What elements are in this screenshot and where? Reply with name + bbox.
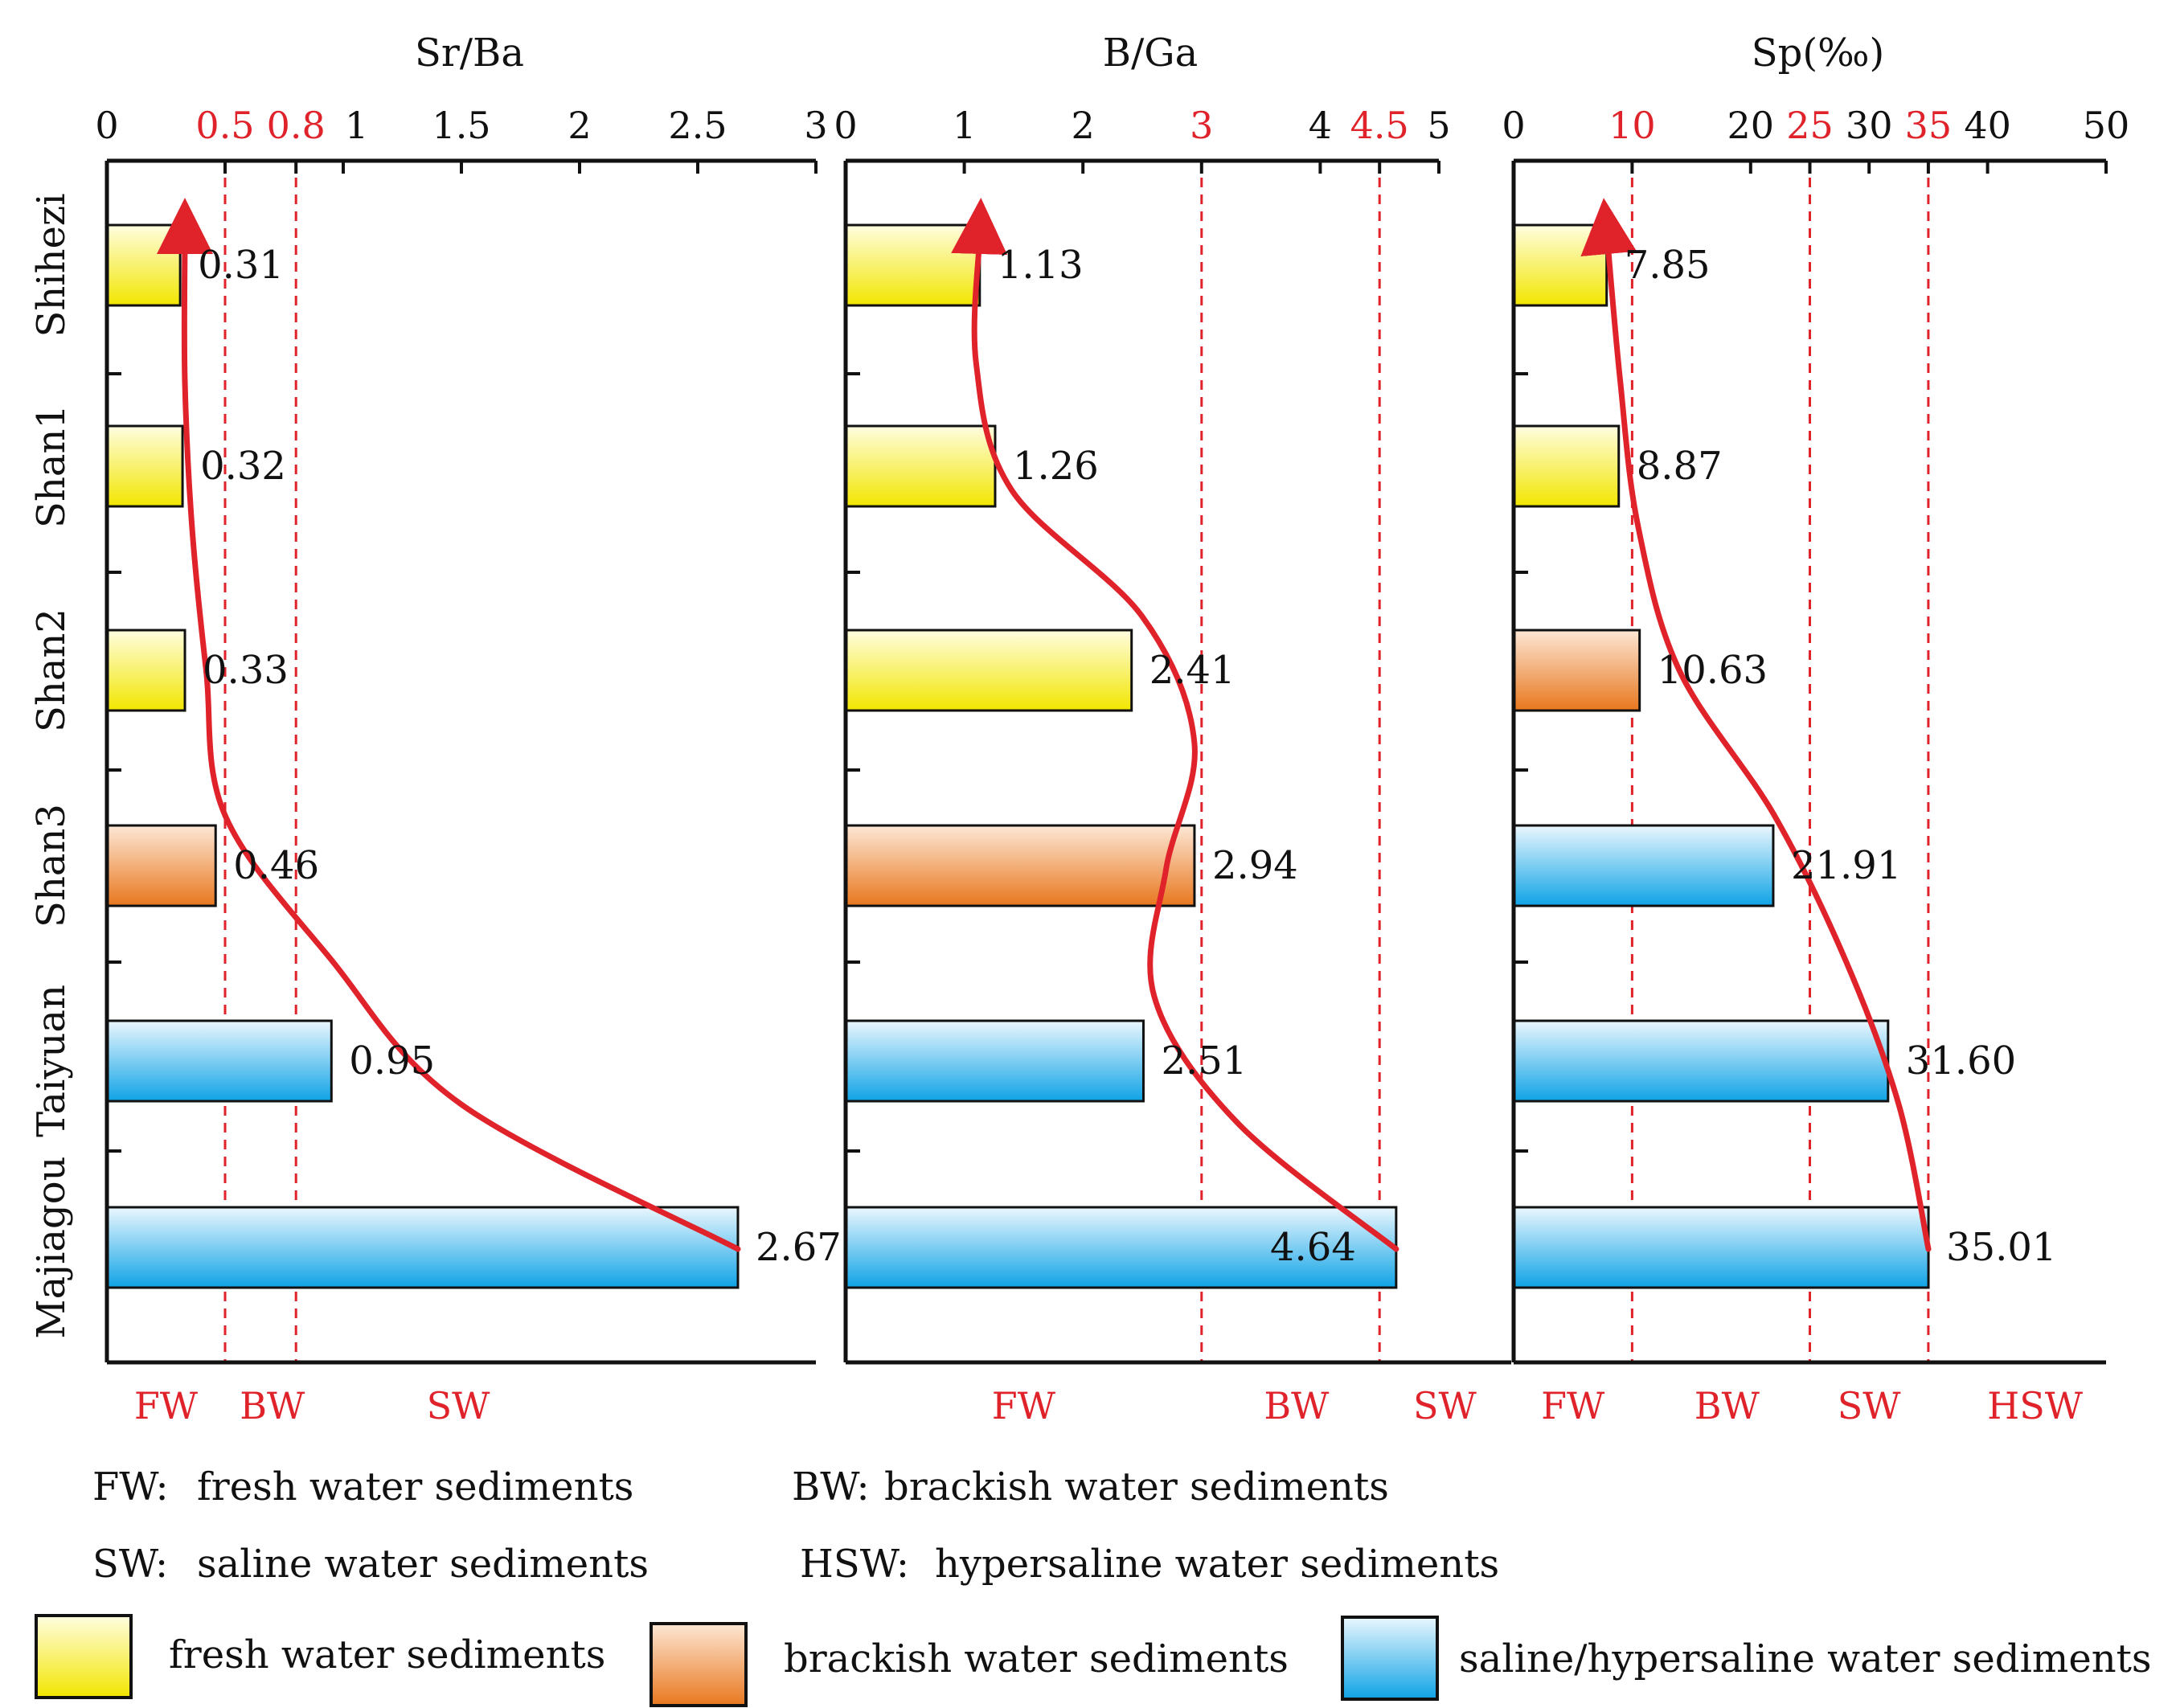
category-label: Taiyuan [29,985,74,1137]
trend-curve [951,198,1399,1252]
data-label: 2.94 [1212,843,1298,888]
bar-taiyuan [844,1019,1145,1103]
data-label: 35.01 [1946,1225,2056,1270]
x-tick-label: 1.5 [432,104,490,147]
legend-abbr-text: brackish water sediments [884,1464,1389,1509]
legend-abbr: FW: [92,1464,169,1509]
bar-shan3 [1512,824,1775,907]
data-label: 1.26 [1013,444,1099,489]
legend-swatch-brackish [650,1622,748,1707]
bar-majiagou [105,1206,740,1289]
legend: FW: fresh water sediments BW: brackish wate… [35,1464,2152,1707]
category-label: Shihezi [29,193,74,337]
bar-shihezi [105,223,182,307]
legend-swatch-label: brackish water sediments [784,1636,1289,1681]
legend-abbr-text: hypersaline water sediments [935,1542,1499,1587]
x-tick-label: 10 [1608,104,1656,147]
x-tick-label: 30 [1846,104,1893,147]
bar-shihezi [1512,223,1608,307]
x-tick-label: 0.8 [267,104,326,147]
data-label: 1.13 [998,243,1084,288]
axis-title: Sp(‰) [1752,31,1884,76]
data-label: 10.63 [1658,648,1768,693]
bar-shihezi [844,223,981,307]
legend-abbr-text: saline water sediments [197,1542,649,1587]
x-tick-label: 0 [834,104,857,147]
x-tick-label: 40 [1964,104,2011,147]
data-label: 2.41 [1149,648,1236,693]
x-tick-label: 20 [1727,104,1775,147]
x-tick-label: 0 [1502,104,1525,147]
data-label: 8.87 [1637,444,1723,489]
zone-label: FW [1541,1384,1605,1427]
bar-shan3 [844,824,1196,907]
data-label: 21.91 [1791,843,1901,888]
data-label: 0.46 [233,843,319,888]
x-tick-label: 35 [1905,104,1953,147]
bar-shan1 [1512,424,1621,508]
panel-3: Sp(‰) 0 10 20 25 30 35 40 50 7.85 8.87 10.63 21.91 31… [1502,31,2129,1427]
x-tick-label: 1 [953,104,976,147]
legend-swatch-fresh [35,1614,133,1699]
x-tick-label: 4 [1309,104,1332,147]
bar-shan1 [844,424,997,508]
x-tick-label: 0 [95,104,118,147]
x-tick-label: 3 [804,104,827,147]
x-tick-label: 2 [1072,104,1095,147]
bar-shan3 [105,824,217,907]
bar-shan1 [105,424,184,508]
legend-swatch-saline [1341,1616,1439,1701]
bar-taiyuan [1512,1019,1890,1103]
axis-title: B/Ga [1103,31,1198,76]
x-tick-label: 50 [2083,104,2130,147]
x-tick-label: 2.5 [668,104,727,147]
trend-curve [156,198,741,1252]
zone-label: FW [992,1384,1056,1427]
x-tick-label: 3 [1190,104,1213,147]
data-label: 0.33 [203,648,289,693]
data-label: 0.95 [349,1038,435,1083]
zone-label: HSW [1987,1384,2084,1427]
legend-swatch-label: saline/hypersaline water sediments [1459,1636,2152,1681]
trend-curve [1580,198,1932,1252]
bar-taiyuan [105,1019,333,1103]
x-tick-label: 1 [345,104,368,147]
data-label: 0.32 [200,444,286,489]
category-label: Majiagou [29,1156,74,1338]
data-label: 4.64 [1270,1225,1356,1270]
x-tick-label: 4.5 [1350,104,1409,147]
data-label: 0.31 [198,243,284,288]
zone-label: BW [1264,1384,1330,1427]
zone-label: SW [427,1384,491,1427]
legend-swatch-label: fresh water sediments [169,1632,605,1677]
zone-label: SW [1413,1384,1477,1427]
axis-title: Sr/Ba [415,31,524,76]
data-label: 2.67 [756,1225,842,1270]
legend-abbr: SW: [92,1542,168,1587]
x-tick-label: 25 [1786,104,1834,147]
category-label: Shan1 [29,404,74,528]
category-label: Shan3 [29,804,74,928]
x-tick-label: 2 [568,104,591,147]
x-tick-label: 5 [1427,104,1450,147]
panel-1: Sr/Ba 0 0.5 0.8 1 1.5 2 2.5 3 0.31 0.32 0.33 0.46 0.9… [29,31,842,1427]
data-label: 7.85 [1625,243,1711,288]
bar-shan2 [1512,629,1641,712]
zone-label: SW [1838,1384,1902,1427]
zone-label: BW [240,1384,305,1427]
x-tick-label: 0.5 [195,104,254,147]
panel-2: B/Ga 0 1 2 3 4 4.5 5 1.13 1.26 2.41 2.94 2.51 4.64 FW B… [834,31,1511,1427]
bar-shan2 [844,629,1133,712]
category-label: Shan2 [29,608,74,732]
bar-majiagou [1512,1206,1930,1289]
bar-shan2 [105,629,186,712]
zone-label: BW [1694,1384,1760,1427]
legend-abbr: BW: [792,1464,870,1509]
legend-abbr: HSW: [800,1542,909,1587]
data-label: 2.51 [1161,1038,1247,1083]
legend-abbr-text: fresh water sediments [197,1464,633,1509]
zone-label: FW [134,1384,199,1427]
data-label: 31.60 [1906,1038,2016,1083]
